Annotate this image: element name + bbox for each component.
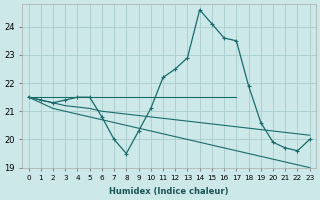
X-axis label: Humidex (Indice chaleur): Humidex (Indice chaleur) (109, 187, 229, 196)
